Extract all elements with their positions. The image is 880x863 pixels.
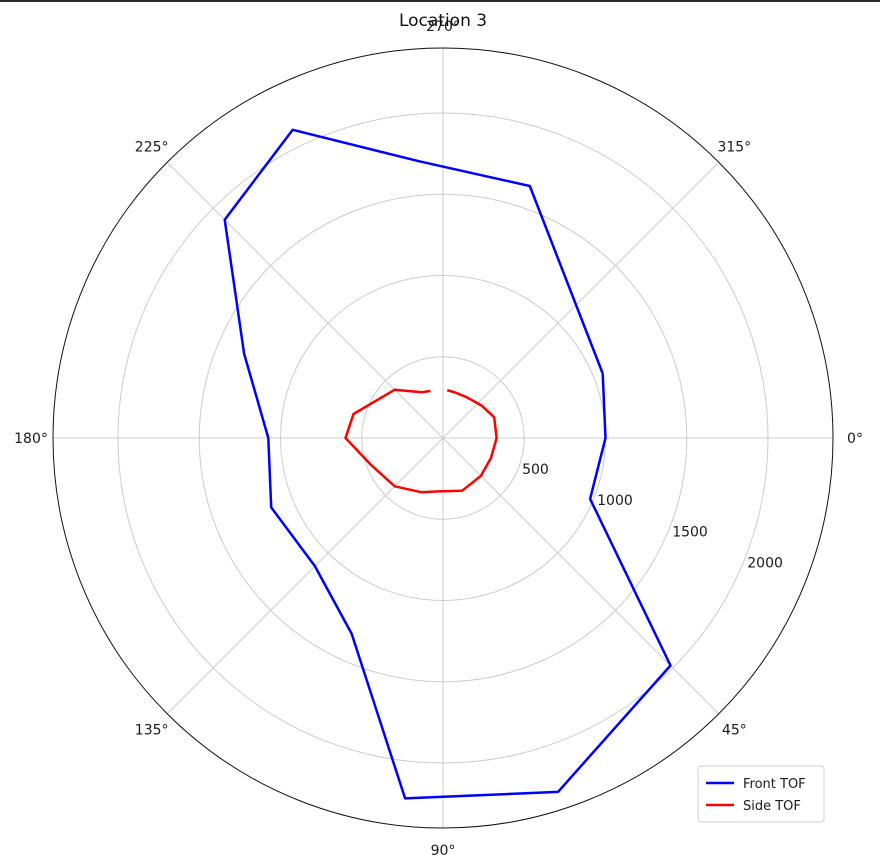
theta-tick-label-225: 225° [135,140,169,156]
polar-frame [52,47,834,829]
angular-gridline-315 [442,161,720,439]
theta-tick-label-135: 135° [135,722,169,738]
theta-tick-label-0: 0° [847,431,863,447]
theta-tick-label-90: 90° [431,843,456,859]
theta-tick-label-45: 45° [722,722,747,738]
angular-gridline-225 [166,161,444,439]
chart-title: Location 3 [399,11,487,31]
window-top-border [0,0,880,2]
series-line-side-tof [344,388,498,494]
r-tick-label-1500: 1500 [672,524,708,540]
r-tick-label-2000: 2000 [747,555,783,571]
theta-tick-label-270: 270° [426,19,460,35]
legend: Front TOF Side TOF [697,765,825,823]
label-layer: 0° 45° 90° 135° 180° 225° 270° 315° 500 1000 1500 2… [14,19,863,859]
angular-gridline-135 [166,437,444,715]
angular-gridline-45 [442,437,720,715]
grid-layer [52,47,834,829]
series-layer [223,128,672,800]
legend-box [697,765,825,823]
r-tick-label-500: 500 [522,462,549,478]
series-line-front-tof [223,128,672,800]
legend-label-side-tof: Side TOF [743,799,801,814]
theta-tick-label-315: 315° [717,140,751,156]
r-tick-label-1000: 1000 [597,493,633,509]
theta-tick-label-180: 180° [14,431,48,447]
legend-label-front-tof: Front TOF [743,777,806,792]
